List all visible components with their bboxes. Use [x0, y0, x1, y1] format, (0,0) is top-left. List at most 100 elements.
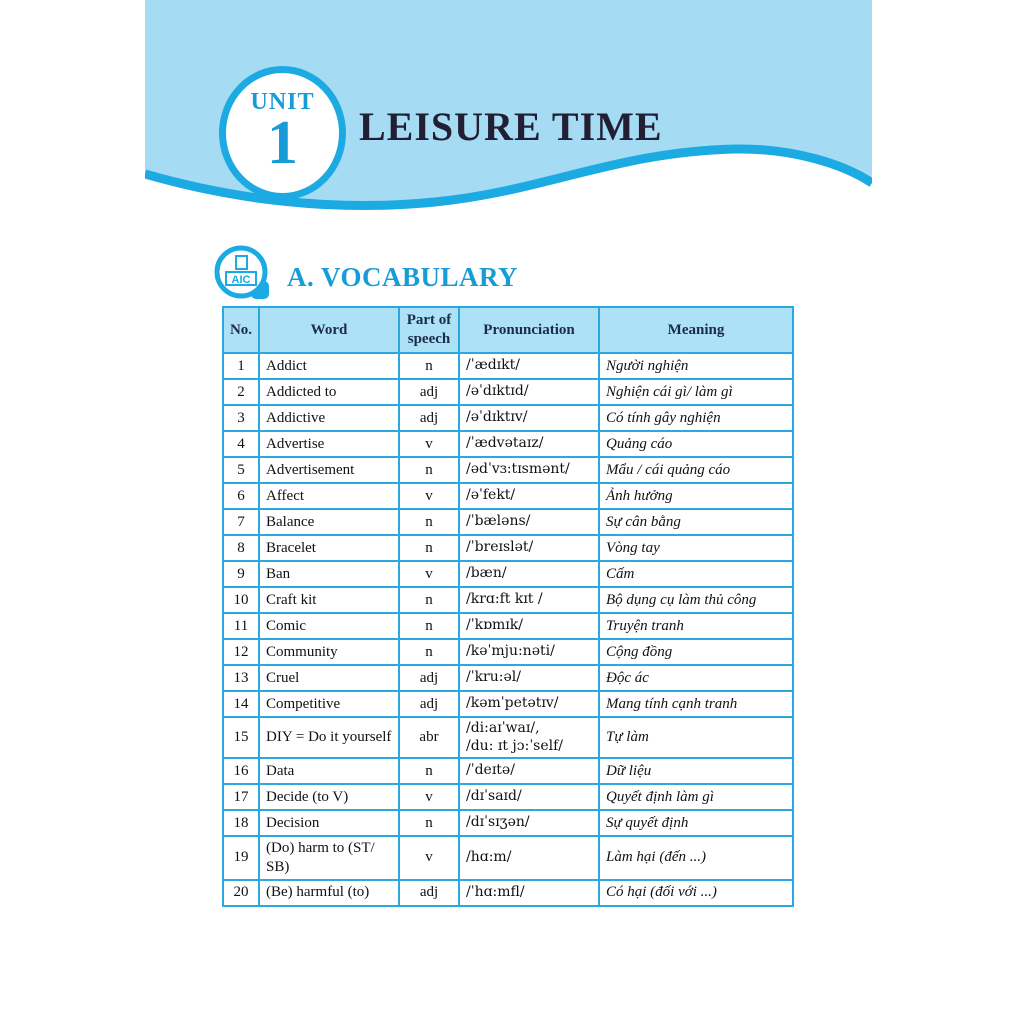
vocab-row: 13 Cruel adj/ˈkru:əl/Độc ác	[222, 664, 794, 692]
vocab-row: 9 Ban v/bæn/Cấm	[222, 560, 794, 588]
cell-meaning: Truyện tranh	[598, 612, 794, 640]
vocab-row: 10 Craft kit n/krɑ:ft kɪt / Bộ dụng cụ làm …	[222, 586, 794, 614]
cell-no: 16	[222, 757, 260, 785]
cell-meaning: Có tính gây nghiện	[598, 404, 794, 432]
vocab-row: 20 (Be) harmful (to) adj/ˈhɑ:mfl/Có hại (đ…	[222, 878, 794, 907]
cell-pos: n	[398, 534, 460, 562]
cell-pron: /bæn/	[458, 560, 600, 588]
cell-meaning: Cấm	[598, 560, 794, 588]
cell-pron: /ˈbreɪslət/	[458, 534, 600, 562]
vocab-row: 17 Decide (to V) v/dɪˈsaɪd/Quyết định làm …	[222, 783, 794, 811]
cell-meaning: Làm hại (đến ...)	[598, 835, 794, 881]
vocab-row: 8 Bracelet n/ˈbreɪslət/Vòng tay	[222, 534, 794, 562]
vocab-table-head: No. Word Part of speech Pronunciation Me…	[222, 306, 794, 354]
vocab-row: 5 Advertisement n/ədˈvɜ:tɪsmənt/Mẩu / cái …	[222, 456, 794, 484]
cell-pron: /ˈædɪkt/	[458, 352, 600, 380]
unit-number: 1	[267, 109, 298, 177]
cell-pos: n	[398, 638, 460, 666]
cell-word: Addicted to	[258, 378, 400, 406]
vocab-table-body: 1 Addict n/ˈædɪkt/Người nghiện 2 Addicted to…	[222, 352, 794, 907]
cell-pron: /ˈædvətaɪz/	[458, 430, 600, 458]
cell-word: Advertise	[258, 430, 400, 458]
cell-no: 19	[222, 835, 260, 881]
cell-meaning: Bộ dụng cụ làm thủ công	[598, 586, 794, 614]
cell-no: 8	[222, 534, 260, 562]
cell-no: 11	[222, 612, 260, 640]
col-header-pronunciation: Pronunciation	[458, 306, 600, 354]
vocab-row: 7 Balance n/ˈbæləns/Sự cân bằng	[222, 508, 794, 536]
publisher-logo-icon: AIC	[213, 243, 273, 305]
vocab-row: 11 Comic n/ˈkɒmɪk/Truyện tranh	[222, 612, 794, 640]
vocab-row: 3 Addictive adj/əˈdɪktɪv/Có tính gây nghiệ…	[222, 404, 794, 432]
cell-meaning: Mang tính cạnh tranh	[598, 690, 794, 718]
cell-pron: /əˈfekt/	[458, 482, 600, 510]
vocab-row: 18 Decision n/dɪˈsɪʒən/Sự quyết định	[222, 809, 794, 837]
cell-word: Craft kit	[258, 586, 400, 614]
cell-meaning: Quảng cáo	[598, 430, 794, 458]
col-header-part-of-speech: Part of speech	[398, 306, 460, 354]
cell-pron: /əˈdɪktɪd/	[458, 378, 600, 406]
vocab-row: 19 (Do) harm to (ST/ SB) v/hɑ:m/Làm hại (đ…	[222, 835, 794, 881]
cell-pron: /krɑ:ft kɪt /	[458, 586, 600, 614]
cell-no: 13	[222, 664, 260, 692]
vocab-row: 4 Advertise v/ˈædvətaɪz/Quảng cáo	[222, 430, 794, 458]
cell-no: 7	[222, 508, 260, 536]
cell-meaning: Ảnh hưởng	[598, 482, 794, 510]
cell-word: Decide (to V)	[258, 783, 400, 811]
cell-meaning: Người nghiện	[598, 352, 794, 380]
cell-pos: adj	[398, 690, 460, 718]
header-row: No. Word Part of speech Pronunciation Me…	[222, 306, 794, 354]
unit-title: LEISURE TIME	[359, 104, 663, 149]
cell-word: Affect	[258, 482, 400, 510]
cell-word: Community	[258, 638, 400, 666]
cell-pos: adj	[398, 664, 460, 692]
cell-pron: /hɑ:m/	[458, 835, 600, 881]
cell-pron: /ədˈvɜ:tɪsmənt/	[458, 456, 600, 484]
cell-pos: n	[398, 352, 460, 380]
cell-pos: adj	[398, 404, 460, 432]
cell-word: Decision	[258, 809, 400, 837]
cell-no: 12	[222, 638, 260, 666]
cell-pos: n	[398, 612, 460, 640]
cell-pos: n	[398, 508, 460, 536]
cell-pos: n	[398, 586, 460, 614]
cell-word: Comic	[258, 612, 400, 640]
cell-pos: adj	[398, 378, 460, 406]
cell-word: DIY = Do it yourself	[258, 716, 400, 759]
unit-label: UNIT	[250, 89, 315, 115]
cell-pos: abr	[398, 716, 460, 759]
cell-pron: /ˈkru:əl/	[458, 664, 600, 692]
cell-meaning: Nghiện cái gì/ làm gì	[598, 378, 794, 406]
vocab-row: 16 Data n/ˈdeɪtə/Dữ liệu	[222, 757, 794, 785]
vocab-row: 12 Community n/kəˈmju:nəti/Cộng đồng	[222, 638, 794, 666]
cell-pron: /ˈkɒmɪk/	[458, 612, 600, 640]
vocab-row: 14 Competitive adj/kəmˈpetətɪv/Mang tính c…	[222, 690, 794, 718]
cell-pos: v	[398, 430, 460, 458]
cell-no: 18	[222, 809, 260, 837]
cell-pos: v	[398, 835, 460, 881]
cell-word: Data	[258, 757, 400, 785]
cell-word: Cruel	[258, 664, 400, 692]
vocab-row: 6 Affect v/əˈfekt/Ảnh hưởng	[222, 482, 794, 510]
section-heading: A. VOCABULARY	[287, 261, 519, 292]
cell-meaning: Tự làm	[598, 716, 794, 759]
vocab-row: 15 DIY = Do it yourself abr/di:aɪˈwaɪ/, /d…	[222, 716, 794, 759]
cell-pos: n	[398, 809, 460, 837]
cell-pron: /ˈhɑ:mfl/	[458, 878, 600, 907]
cell-word: Competitive	[258, 690, 400, 718]
cell-meaning: Cộng đồng	[598, 638, 794, 666]
cell-meaning: Độc ác	[598, 664, 794, 692]
cell-word: Ban	[258, 560, 400, 588]
cell-no: 15	[222, 716, 260, 759]
cell-meaning: Quyết định làm gì	[598, 783, 794, 811]
cell-pos: n	[398, 456, 460, 484]
cell-meaning: Vòng tay	[598, 534, 794, 562]
cell-pos: v	[398, 560, 460, 588]
cell-no: 5	[222, 456, 260, 484]
cell-meaning: Có hại (đối với ...)	[598, 878, 794, 907]
cell-word: Balance	[258, 508, 400, 536]
cell-pron: /kəˈmju:nəti/	[458, 638, 600, 666]
cell-pos: v	[398, 482, 460, 510]
cell-pos: v	[398, 783, 460, 811]
